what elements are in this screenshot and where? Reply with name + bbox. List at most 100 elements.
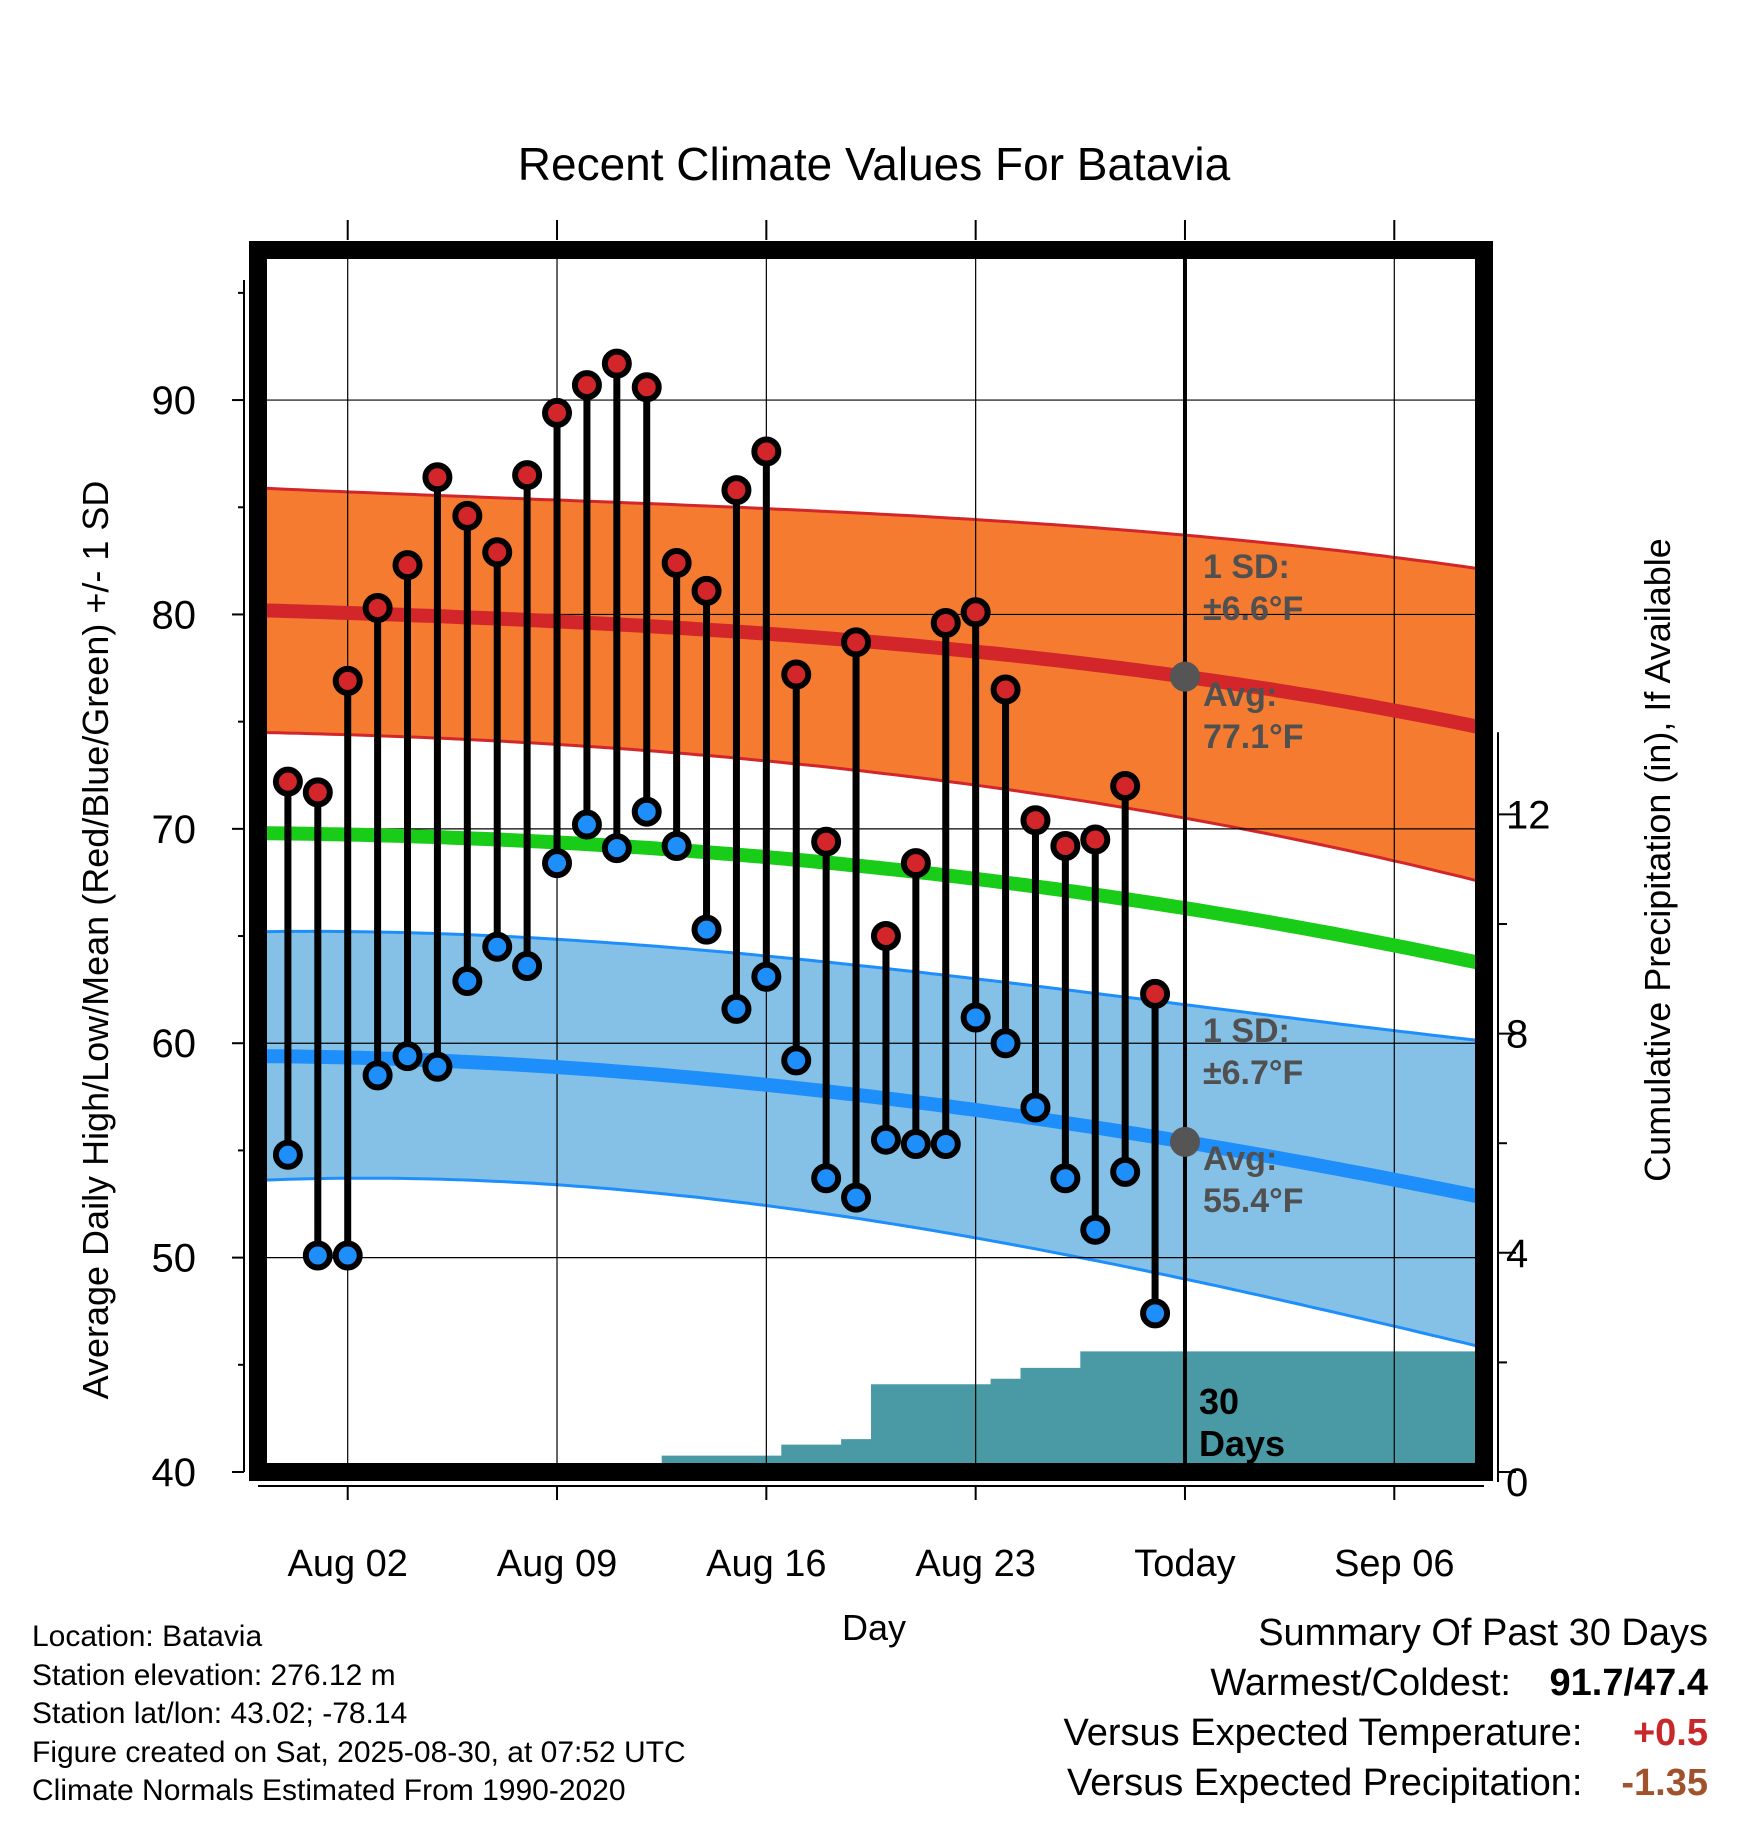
daily-high-point: [362, 593, 393, 624]
daily-high-point: [870, 921, 901, 952]
daily-low-point: [452, 966, 483, 997]
daily-high-point: [841, 627, 872, 658]
daily-high-point: [960, 597, 991, 628]
daily-high-point: [811, 826, 842, 857]
daily-high-point: [512, 460, 543, 491]
precip-vs-expected-value: -1.35: [1621, 1762, 1708, 1804]
y-tick-label: 50: [152, 1237, 197, 1281]
daily-low-point: [542, 848, 573, 879]
y-axis-label: Average Daily High/Low/Mean (Red/Blue/Gr…: [75, 481, 116, 1400]
daily-low-point: [362, 1060, 393, 1091]
y2-tick-label: 0: [1506, 1461, 1528, 1505]
normal-mean-line: [257, 826, 1486, 971]
x-tick-label: Aug 09: [497, 1543, 617, 1585]
daily-low-point: [631, 796, 662, 827]
daily-low-point: [601, 833, 632, 864]
x-tick-label: Aug 16: [706, 1543, 826, 1585]
daily-low-point: [811, 1163, 842, 1194]
daily-low-point: [841, 1182, 872, 1213]
daily-low-point: [1050, 1163, 1081, 1194]
days-label-text: Days: [1199, 1423, 1285, 1464]
daily-low-point: [482, 931, 513, 962]
normals-text: Climate Normals Estimated From 1990-2020: [32, 1774, 626, 1807]
y-tick-label: 70: [152, 808, 197, 852]
y2-tick-label: 8: [1506, 1013, 1528, 1057]
daily-high-point: [751, 436, 782, 467]
today-low-avg-marker: [1169, 1126, 1200, 1157]
daily-low-point: [691, 914, 722, 945]
y-tick-label: 80: [152, 593, 197, 637]
daily-high-point: [691, 575, 722, 606]
latlon-text: Station lat/lon: 43.02; -78.14: [32, 1697, 408, 1730]
daily-high-point: [1140, 978, 1171, 1009]
daily-low-point: [392, 1041, 423, 1072]
daily-high-point: [1080, 824, 1111, 855]
x-tick-label: Today: [1134, 1543, 1235, 1585]
daily-high-point: [990, 674, 1021, 705]
low-sd-label: 1 SD:: [1203, 1012, 1290, 1050]
y2-axis-label: Cumulative Precipitation (in), If Availa…: [1637, 538, 1678, 1182]
y-tick-label: 90: [152, 379, 197, 423]
daily-high-point: [1110, 770, 1141, 801]
daily-high-point: [571, 370, 602, 401]
x-tick-label: Aug 02: [287, 1543, 407, 1585]
daily-high-point: [900, 848, 931, 879]
daily-low-point: [721, 993, 752, 1024]
low-sd-value: ±6.7°F: [1203, 1054, 1303, 1092]
daily-high-point: [272, 766, 303, 797]
daily-high-point: [452, 500, 483, 531]
temp-vs-expected-label: Versus Expected Temperature:: [1063, 1712, 1583, 1754]
daily-high-point: [781, 659, 812, 690]
station-info: Location: Batavia Station elevation: 276…: [32, 1618, 686, 1811]
summary-title: Summary Of Past 30 Days: [1258, 1612, 1708, 1654]
today-high-avg-marker: [1169, 661, 1200, 692]
y-tick-label: 40: [152, 1451, 197, 1495]
summary-precip: Versus Expected Precipitation: -1.35: [1064, 1758, 1708, 1808]
daily-low-point: [571, 809, 602, 840]
daily-low-point: [1140, 1298, 1171, 1329]
daily-high-point: [332, 665, 363, 696]
y-tick-label: 60: [152, 1022, 197, 1066]
daily-high-point: [1020, 805, 1051, 836]
high-avg-label: Avg:: [1203, 676, 1277, 714]
summary-temp: Versus Expected Temperature: +0.5: [1064, 1708, 1708, 1758]
daily-low-point: [302, 1240, 333, 1271]
low-sd-lower-edge: [257, 1176, 1485, 1350]
daily-low-point: [1110, 1156, 1141, 1187]
warm-cold-value: 91.7/47.4: [1549, 1662, 1708, 1704]
daily-high-point: [661, 548, 692, 579]
x-axis-label: Day: [842, 1607, 906, 1648]
daily-high-point: [542, 397, 573, 428]
high-sd-band: [258, 488, 1484, 883]
daily-low-point: [930, 1128, 961, 1159]
precip-vs-expected-label: Versus Expected Precipitation:: [1067, 1762, 1583, 1804]
daily-low-point: [422, 1051, 453, 1082]
daily-low-point: [1020, 1092, 1051, 1123]
daily-high-point: [392, 550, 423, 581]
x-tick-label: Aug 23: [915, 1543, 1035, 1585]
daily-low-point: [751, 961, 782, 992]
created-text: Figure created on Sat, 2025-08-30, at 07…: [32, 1735, 686, 1769]
low-sd-upper-edge: [257, 929, 1485, 1043]
precip-area: [273, 1351, 1484, 1472]
daily-high-point: [482, 537, 513, 568]
daily-low-point: [781, 1045, 812, 1076]
high-sd-value: ±6.6°F: [1203, 590, 1303, 628]
elevation-text: Station elevation: 276.12 m: [32, 1658, 396, 1692]
y2-tick-label: 12: [1506, 793, 1551, 837]
daily-high-point: [422, 462, 453, 493]
daily-high-point: [1050, 830, 1081, 861]
daily-high-point: [601, 348, 632, 379]
summary-warm-cold: Warmest/Coldest: 91.7/47.4: [1064, 1658, 1708, 1708]
daily-low-point: [900, 1128, 931, 1159]
daily-low-point: [870, 1124, 901, 1155]
daily-low-point: [960, 1002, 991, 1033]
daily-low-point: [512, 951, 543, 982]
daily-high-point: [930, 608, 961, 639]
days-label-number: 30: [1199, 1381, 1239, 1422]
warm-cold-label: Warmest/Coldest:: [1210, 1662, 1511, 1704]
low-avg-value: 55.4°F: [1203, 1182, 1304, 1220]
chart-title: Recent Climate Values For Batavia: [518, 138, 1231, 190]
plot-frame: [249, 241, 1493, 1481]
